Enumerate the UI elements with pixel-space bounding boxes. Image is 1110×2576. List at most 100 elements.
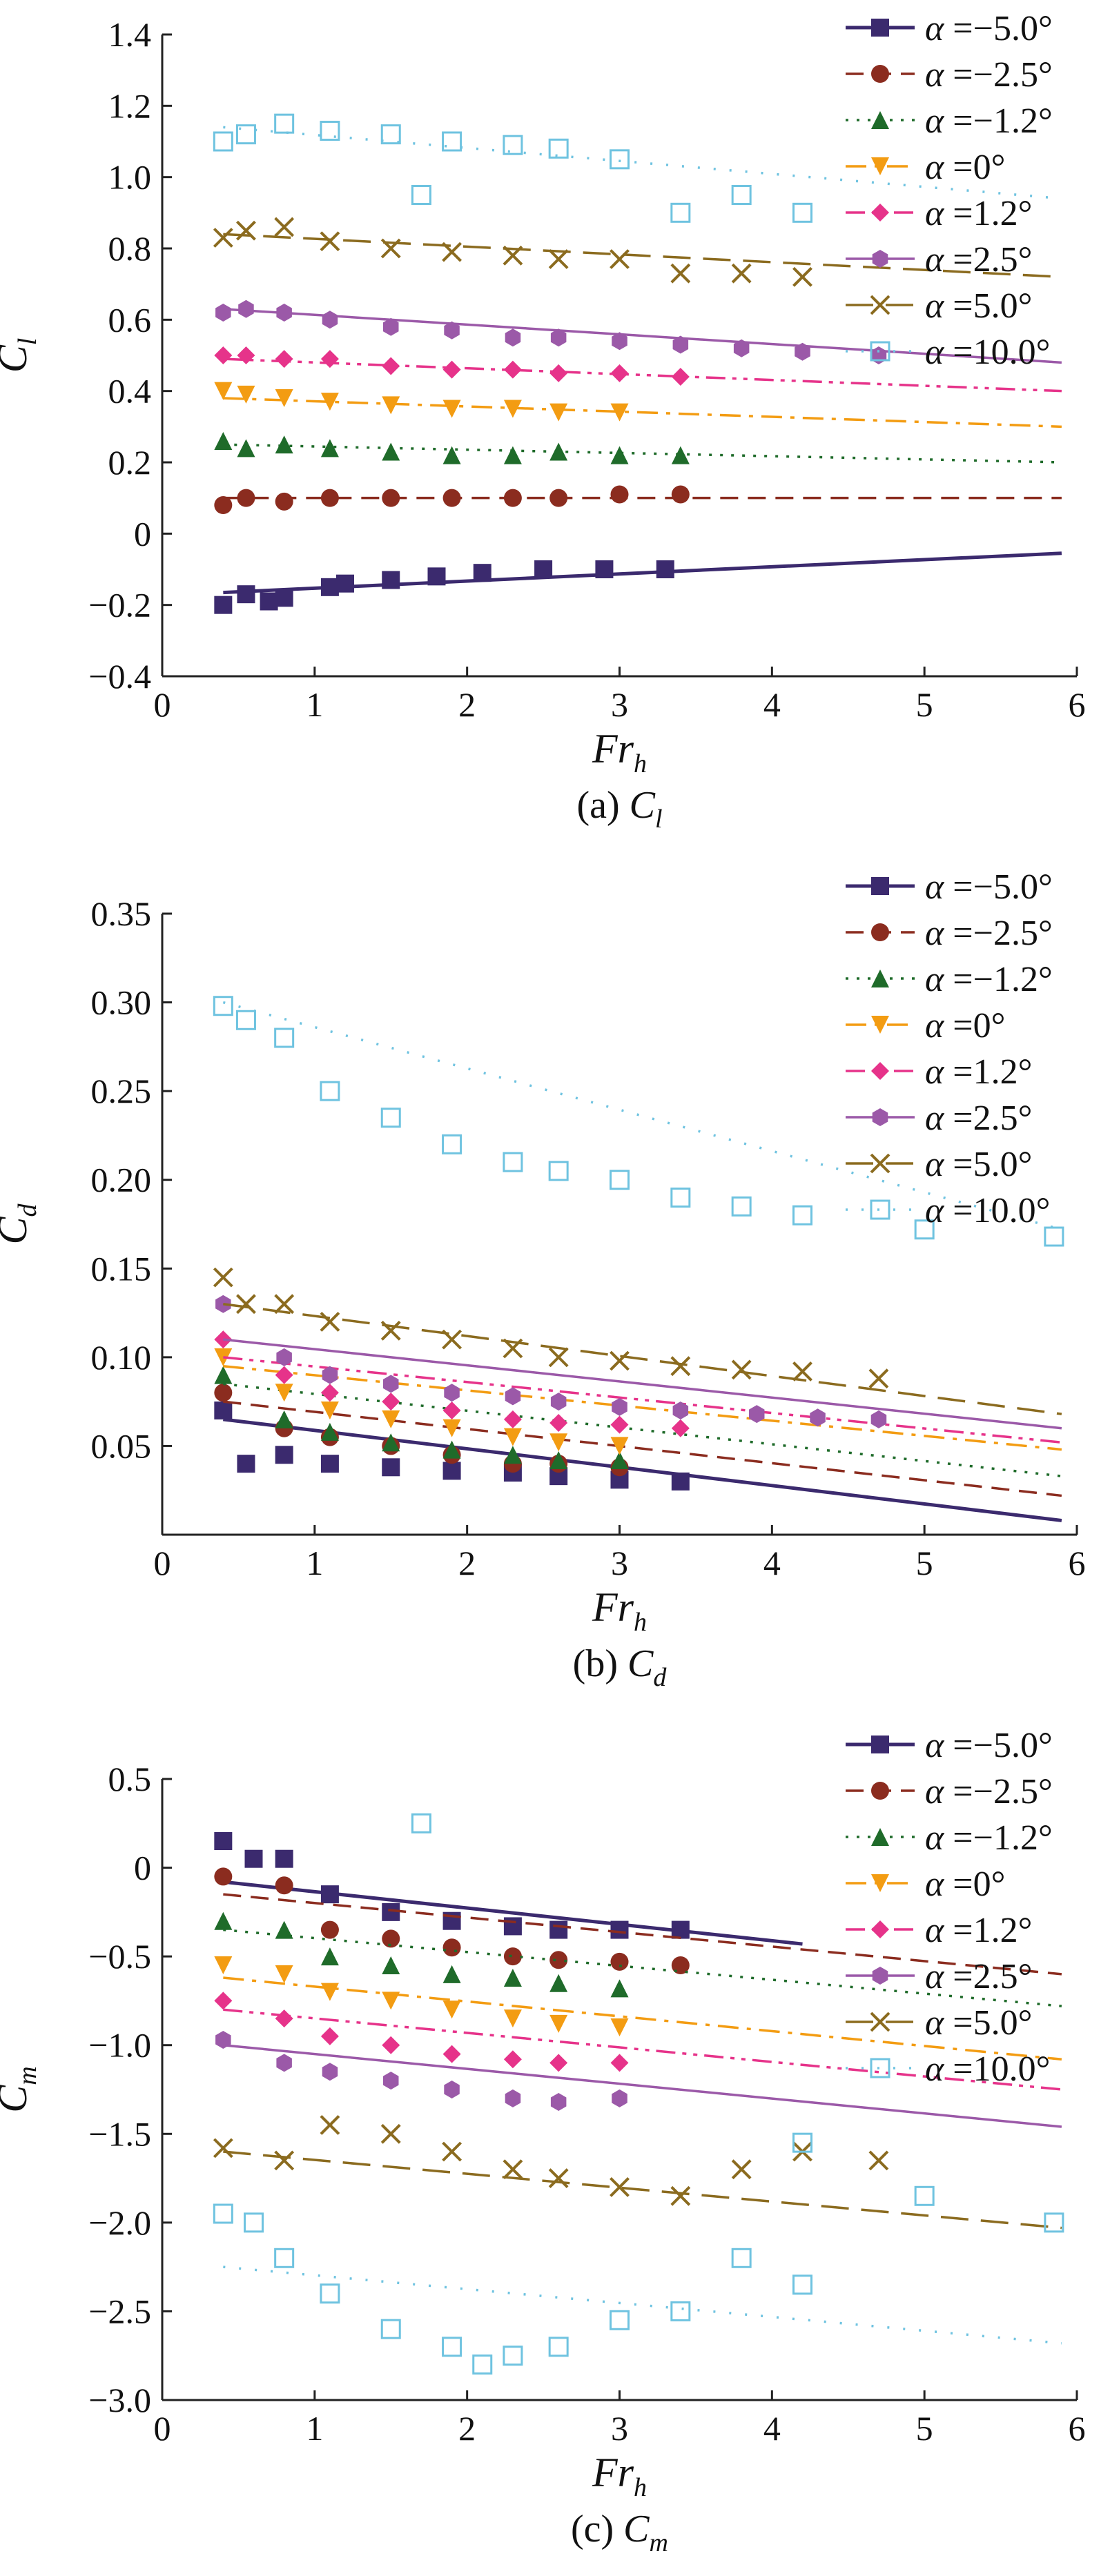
data-point <box>731 1359 752 1380</box>
data-point <box>550 1393 567 1411</box>
legend-marker <box>871 1874 889 1892</box>
legend-marker <box>870 2058 890 2078</box>
data-point <box>442 1329 462 1350</box>
data-point <box>442 360 461 379</box>
chart-panel-cd: 0 1 2 3 4 5 6 0.05 0.10 0.15 0.20 0.25 0.30 0.35 Frh Cd… <box>0 858 1110 1717</box>
legend-label: α =10.0° <box>925 1191 1050 1230</box>
data-point <box>238 299 254 318</box>
data-point <box>320 1947 339 1966</box>
series-3 <box>214 1956 1062 2061</box>
data-point <box>610 2054 629 2072</box>
data-point <box>213 1267 233 1288</box>
chart-panel-cl: 0 1 2 3 4 5 6 −0.4 −0.2 0 0.2 0.4 0.6 0.8 1.0 1.2 1.4 Frh… <box>0 0 1110 858</box>
data-point <box>671 1472 690 1491</box>
data-point <box>671 485 690 504</box>
data-point <box>236 220 256 241</box>
y-tick-label: 1.4 <box>108 15 152 54</box>
data-point <box>215 304 231 322</box>
legend-label: α =5.0° <box>925 2003 1032 2043</box>
data-point <box>235 124 256 145</box>
data-point <box>610 403 629 422</box>
x-tick-label: 1 <box>306 1544 323 1582</box>
legend-marker <box>871 65 889 83</box>
data-point <box>550 328 567 347</box>
fit-line <box>223 1364 1062 1451</box>
chart-caption: (c) Cm <box>571 2508 668 2557</box>
series-3 <box>214 382 1062 429</box>
data-point <box>503 1410 522 1428</box>
data-point <box>382 442 400 461</box>
data-point <box>503 2346 523 2366</box>
data-point <box>442 1440 461 1459</box>
data-point <box>549 1414 568 1432</box>
legend-marker <box>871 877 889 895</box>
fit-line <box>223 443 1062 464</box>
legend-label: α =−1.2° <box>925 101 1053 141</box>
y-tick-label: 0.25 <box>91 1072 152 1110</box>
legend: α =−5.0° α =−2.5° α =−1.2° α =0° α =1.2° α =2… <box>846 9 1053 372</box>
data-point <box>503 1446 522 1464</box>
chart-cd: 0 1 2 3 4 5 6 0.05 0.10 0.15 0.20 0.25 0.30 0.35 Frh Cd… <box>0 867 1086 1692</box>
y-tick-label: −3.0 <box>88 2381 151 2419</box>
data-point <box>442 1965 461 1983</box>
legend-marker <box>871 1736 889 1753</box>
data-point <box>382 1393 400 1411</box>
data-point <box>320 1885 339 1904</box>
y-tick-label: 0.20 <box>91 1161 152 1199</box>
data-point <box>612 332 627 351</box>
data-point <box>320 2027 339 2045</box>
y-axis-title: Cm <box>0 2066 42 2112</box>
legend-marker <box>870 1153 890 1174</box>
data-point <box>235 1010 256 1030</box>
legend-label: α =2.5° <box>925 1957 1032 1996</box>
data-point <box>214 1867 233 1886</box>
legend-label: α =1.2° <box>925 194 1032 233</box>
data-point <box>442 489 461 507</box>
x-tick-label: 2 <box>458 685 476 724</box>
data-point <box>442 242 462 262</box>
legend-label: α =0° <box>925 148 1005 187</box>
y-tick-label: 0.2 <box>108 443 152 482</box>
data-point <box>213 996 233 1016</box>
data-point <box>382 1929 400 1948</box>
series-2 <box>214 1911 1062 2007</box>
data-point <box>275 1920 293 1939</box>
data-point <box>382 1410 400 1428</box>
data-point <box>442 1134 463 1154</box>
data-point <box>274 113 295 134</box>
legend-marker <box>871 1062 889 1080</box>
data-point <box>548 1347 569 1368</box>
data-point <box>320 1384 339 1402</box>
data-point <box>214 432 233 450</box>
legend-label: α =−1.2° <box>925 960 1053 999</box>
series-4 <box>214 1330 1062 1444</box>
data-point <box>792 202 812 223</box>
data-point <box>444 1384 460 1402</box>
data-point <box>237 385 255 404</box>
data-point <box>320 489 339 507</box>
data-point <box>214 1384 233 1402</box>
data-point <box>503 1969 522 1987</box>
data-point <box>610 1350 630 1371</box>
series-1 <box>214 1384 1062 1497</box>
data-point <box>610 2177 630 2197</box>
data-point <box>670 1187 691 1208</box>
data-point <box>733 339 750 357</box>
data-point <box>672 1402 689 1419</box>
y-tick-label: −2.0 <box>88 2203 151 2242</box>
x-tick-label: 4 <box>763 1544 781 1582</box>
fit-line <box>223 1382 1062 1477</box>
y-tick-label: −1.0 <box>88 2026 151 2065</box>
data-point <box>214 346 233 364</box>
data-point <box>442 1938 461 1957</box>
data-point <box>749 1405 765 1424</box>
data-point <box>670 263 691 284</box>
data-point <box>320 1312 340 1332</box>
legend-label: α =−2.5° <box>925 914 1053 953</box>
legend-marker <box>870 2012 890 2032</box>
x-tick-label: 2 <box>458 2409 476 2448</box>
x-tick-label: 4 <box>763 685 781 724</box>
data-point <box>731 1196 752 1217</box>
data-point <box>275 435 293 454</box>
y-tick-label: −0.4 <box>88 657 151 696</box>
